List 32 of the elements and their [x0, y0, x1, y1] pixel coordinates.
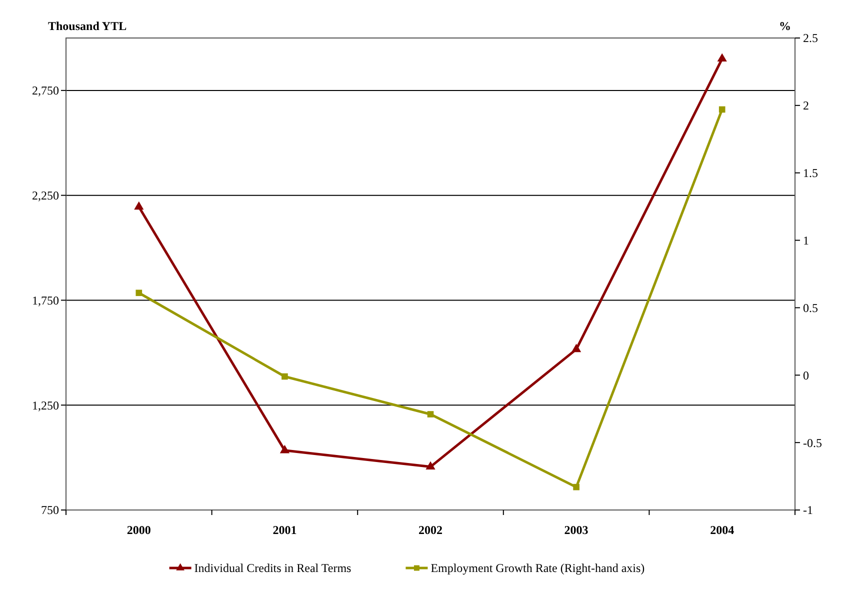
- y2-tick-label: 0.5: [803, 300, 818, 315]
- y-tick-label: 2,750: [32, 84, 59, 98]
- point: [134, 201, 144, 210]
- y-axis-title: Thousand YTL: [48, 19, 127, 33]
- y-tick-label: 1,750: [32, 293, 59, 308]
- y2-tick-label: 2.5: [803, 31, 818, 46]
- legend-label: Employment Growth Rate (Right-hand axis): [430, 561, 645, 576]
- y2-tick-label: 1: [803, 233, 809, 248]
- y-tick-label: 750: [41, 503, 59, 518]
- x-tick-label: 2002: [418, 523, 442, 537]
- point: [282, 373, 288, 380]
- legend-label: Individual Credits in Real Terms: [194, 561, 352, 576]
- x-tick-label: 2004: [710, 523, 734, 537]
- x-tick-label: 2001: [272, 523, 297, 537]
- y-tick-label: 2,250: [32, 188, 59, 203]
- y2-axis-title: %: [779, 19, 791, 33]
- y2-tick-label: 1.5: [803, 166, 818, 180]
- y2-tick-label: -1: [803, 503, 813, 518]
- x-tick-label: 2000: [126, 523, 151, 537]
- y2-tick-label: -0.5: [803, 436, 822, 450]
- y-tick-label: 1,250: [32, 398, 59, 412]
- point: [718, 106, 726, 113]
- point: [573, 484, 580, 490]
- point: [136, 290, 142, 296]
- point: [280, 444, 290, 454]
- point: [426, 461, 436, 470]
- y2-tick-label: 0: [803, 368, 809, 382]
- point: [571, 344, 582, 352]
- x-tick-label: 2003: [564, 523, 588, 537]
- y2-tick-label: 2: [803, 98, 809, 113]
- point: [717, 53, 727, 62]
- point: [427, 411, 434, 418]
